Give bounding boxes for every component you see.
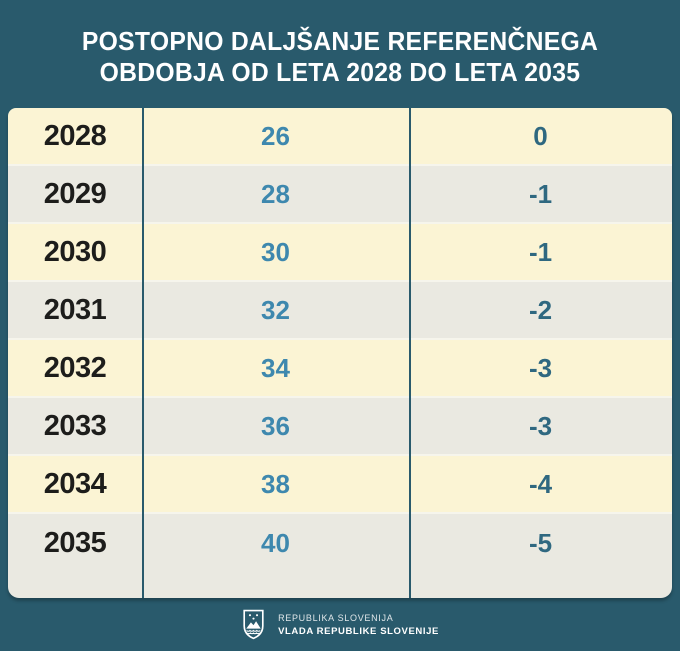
footer: REPUBLIKA SLOVENIJA VLADA REPUBLIKE SLOV… (0, 598, 680, 651)
change-cell: -3 (528, 352, 553, 383)
year-cell: 2034 (43, 467, 107, 500)
year-cell: 2031 (43, 293, 107, 326)
year-cell: 2029 (43, 177, 107, 210)
reference-period-cell: 34 (261, 352, 290, 383)
change-cell: -3 (528, 410, 553, 441)
table-row: 2029 28 -1 (8, 166, 672, 224)
reference-period-cell: 32 (261, 294, 290, 325)
column-divider-2 (409, 108, 411, 598)
reference-period-cell: 40 (261, 527, 290, 558)
year-cell: 2033 (43, 409, 107, 442)
reference-period-cell: 36 (261, 410, 290, 441)
year-cell: 2032 (43, 351, 107, 384)
year-cell: 2030 (43, 235, 107, 268)
change-cell: 0 (533, 120, 548, 151)
table-row: 2030 30 -1 (8, 224, 672, 282)
table-row: 2033 36 -3 (8, 398, 672, 456)
reference-period-table: 2028 26 0 2029 28 -1 2030 30 -1 2031 32 … (8, 108, 672, 598)
table-row: 2028 26 0 (8, 108, 672, 166)
footer-text: REPUBLIKA SLOVENIJA VLADA REPUBLIKE SLOV… (278, 612, 439, 638)
column-divider-1 (142, 108, 144, 598)
reference-period-cell: 38 (261, 468, 290, 499)
reference-period-cell: 26 (261, 120, 290, 151)
year-cell: 2035 (43, 526, 107, 559)
table-row: 2031 32 -2 (8, 282, 672, 340)
reference-period-cell: 28 (261, 178, 290, 209)
page-title: POSTOPNO DALJŠANJE REFERENČNEGA OBDOBJA … (17, 26, 663, 88)
table-row: 2032 34 -3 (8, 340, 672, 398)
change-cell: -2 (528, 294, 553, 325)
reference-period-cell: 30 (261, 236, 290, 267)
year-cell: 2028 (43, 119, 107, 152)
change-cell: -4 (528, 468, 553, 499)
slovenia-coat-of-arms-icon (243, 609, 264, 640)
page-title-line-1: POSTOPNO DALJŠANJE REFERENČNEGA (81, 26, 599, 56)
footer-government-label: VLADA REPUBLIKE SLOVENIJE (278, 625, 439, 637)
table-row: 2034 38 -4 (8, 456, 672, 514)
table-body: 2028 26 0 2029 28 -1 2030 30 -1 2031 32 … (8, 108, 672, 598)
change-cell: -1 (528, 178, 553, 209)
change-cell: -5 (528, 527, 553, 558)
page-title-line-2: OBDOBJA OD LETA 2028 DO LETA 2035 (99, 57, 581, 87)
footer-republic-label: REPUBLIKA SLOVENIJA (278, 612, 394, 623)
change-cell: -1 (528, 236, 553, 267)
table-row: 2035 40 -5 (8, 514, 672, 598)
